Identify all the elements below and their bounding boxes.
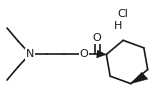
Polygon shape (97, 50, 106, 58)
Text: O: O (80, 49, 88, 59)
Text: O: O (93, 33, 101, 43)
Text: H: H (114, 21, 122, 31)
Polygon shape (131, 72, 148, 84)
Text: N: N (26, 49, 34, 59)
Text: Cl: Cl (118, 9, 128, 19)
